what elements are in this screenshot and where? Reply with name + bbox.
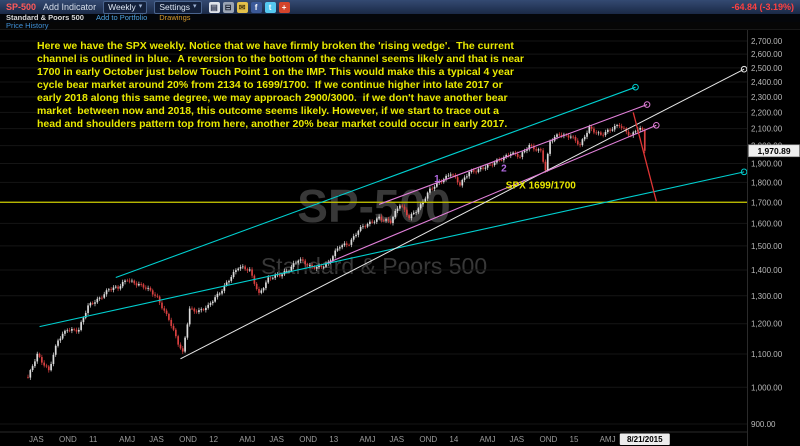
svg-text:12: 12 bbox=[209, 435, 218, 444]
trendline-cyan-upper-channel[interactable] bbox=[115, 83, 639, 279]
add-indicator-button[interactable]: Add Indicator bbox=[43, 2, 97, 12]
add-to-portfolio-link[interactable]: Add to Portfolio bbox=[95, 13, 148, 22]
last-price-badge: 1,970.89 bbox=[748, 144, 800, 158]
document-icon[interactable]: ▤ bbox=[208, 1, 220, 13]
svg-text:1,900.00: 1,900.00 bbox=[751, 160, 783, 169]
timeframe-value: Weekly bbox=[108, 2, 136, 12]
change-readout: -64.84 (-3.19%) bbox=[731, 2, 794, 12]
svg-text:JAS: JAS bbox=[149, 435, 164, 444]
drawings-link[interactable]: Drawings bbox=[159, 13, 191, 22]
email-icon[interactable]: ✉ bbox=[236, 1, 248, 13]
svg-text:OND: OND bbox=[419, 435, 437, 444]
projection-red-line[interactable] bbox=[632, 112, 657, 202]
svg-text:1,500.00: 1,500.00 bbox=[751, 242, 783, 251]
symbol-label: SP-500 bbox=[6, 2, 37, 12]
svg-text:1,000.00: 1,000.00 bbox=[751, 383, 783, 392]
svg-text:2,100.00: 2,100.00 bbox=[751, 125, 783, 134]
svg-text:Standard & Poors 500: Standard & Poors 500 bbox=[261, 253, 487, 279]
facebook-icon[interactable]: f bbox=[250, 1, 262, 13]
svg-text:14: 14 bbox=[449, 435, 458, 444]
security-name: Standard & Poors 500 bbox=[6, 13, 84, 22]
annotation-note[interactable]: Here we have the SPX weekly. Notice that… bbox=[37, 40, 524, 130]
svg-text:8/21/2015: 8/21/2015 bbox=[627, 435, 663, 444]
svg-text:JAS: JAS bbox=[29, 435, 44, 444]
svg-text:OND: OND bbox=[59, 435, 77, 444]
svg-text:1,800.00: 1,800.00 bbox=[751, 178, 783, 187]
svg-text:2,500.00: 2,500.00 bbox=[751, 64, 783, 73]
share-icon[interactable]: + bbox=[278, 1, 290, 13]
main-toolbar: SP-500 Add Indicator Weekly ▾ Settings ▾… bbox=[0, 0, 800, 14]
svg-text:1,970.89: 1,970.89 bbox=[757, 146, 790, 156]
svg-text:AMJ: AMJ bbox=[600, 435, 616, 444]
svg-text:11: 11 bbox=[89, 435, 98, 444]
settings-label: Settings bbox=[159, 2, 191, 12]
svg-text:1,200.00: 1,200.00 bbox=[751, 320, 783, 329]
svg-text:900.00: 900.00 bbox=[751, 420, 776, 429]
chart-area: SP-500 Standard & Poors 500 2,700.00 2,600.… bbox=[0, 30, 800, 446]
gridlines bbox=[0, 40, 747, 425]
touch-point-2[interactable]: 2 bbox=[501, 163, 507, 174]
print-icon[interactable]: ⊟ bbox=[222, 1, 234, 13]
svg-text:2,200.00: 2,200.00 bbox=[751, 108, 783, 117]
twitter-icon[interactable]: t bbox=[264, 1, 276, 13]
svg-text:OND: OND bbox=[299, 435, 317, 444]
svg-text:1,100.00: 1,100.00 bbox=[751, 350, 783, 359]
svg-text:2,600.00: 2,600.00 bbox=[751, 50, 783, 59]
price-chart[interactable]: SP-500 Standard & Poors 500 2,700.00 2,600.… bbox=[0, 30, 800, 446]
last-date-badge: 8/21/2015 bbox=[619, 433, 670, 445]
spx-target-label[interactable]: SPX 1699/1700 bbox=[506, 181, 576, 192]
svg-text:OND: OND bbox=[179, 435, 197, 444]
svg-text:1,400.00: 1,400.00 bbox=[751, 266, 783, 275]
date-axis[interactable]: JAS OND 11 AMJ JAS OND 12 AMJ JAS OND 13 AMJ JAS OND 1… bbox=[29, 435, 616, 444]
trendline-wedge-lower[interactable] bbox=[328, 122, 660, 264]
svg-text:JAS: JAS bbox=[509, 435, 524, 444]
svg-text:JAS: JAS bbox=[269, 435, 284, 444]
svg-text:1,300.00: 1,300.00 bbox=[751, 292, 783, 301]
security-header: Standard & Poors 500 Add to Portfolio Dr… bbox=[0, 14, 800, 22]
svg-text:AMJ: AMJ bbox=[119, 435, 135, 444]
svg-text:2,300.00: 2,300.00 bbox=[751, 93, 783, 102]
trendline-cyan-lower-channel[interactable] bbox=[39, 168, 748, 328]
trendline-white-support[interactable] bbox=[180, 65, 748, 360]
svg-text:AMJ: AMJ bbox=[239, 435, 255, 444]
chevron-down-icon: ▾ bbox=[138, 3, 143, 10]
svg-text:13: 13 bbox=[329, 435, 338, 444]
svg-text:JAS: JAS bbox=[389, 435, 404, 444]
svg-text:15: 15 bbox=[570, 435, 579, 444]
svg-text:2,400.00: 2,400.00 bbox=[751, 78, 783, 87]
svg-text:1,700.00: 1,700.00 bbox=[751, 198, 783, 207]
svg-text:2,700.00: 2,700.00 bbox=[751, 37, 783, 46]
svg-text:SP-500: SP-500 bbox=[297, 180, 450, 232]
trendline-wedge-upper[interactable] bbox=[378, 101, 651, 205]
price-history-link[interactable]: Price History bbox=[6, 20, 49, 30]
timeframe-dropdown[interactable]: Weekly ▾ bbox=[103, 0, 148, 14]
indicator-row: Price History bbox=[0, 20, 800, 30]
chevron-down-icon: ▾ bbox=[193, 3, 197, 10]
svg-text:AMJ: AMJ bbox=[479, 435, 495, 444]
price-axis[interactable]: 2,700.00 2,600.00 2,500.00 2,400.00 2,300.00… bbox=[751, 37, 783, 429]
toolbar-icons: ▤ ⊟ ✉ f t + bbox=[208, 1, 290, 13]
svg-text:1,600.00: 1,600.00 bbox=[751, 219, 783, 228]
touch-point-1[interactable]: 1 bbox=[434, 174, 440, 185]
settings-dropdown[interactable]: Settings ▾ bbox=[154, 0, 202, 14]
svg-text:AMJ: AMJ bbox=[359, 435, 375, 444]
svg-text:OND: OND bbox=[540, 435, 558, 444]
